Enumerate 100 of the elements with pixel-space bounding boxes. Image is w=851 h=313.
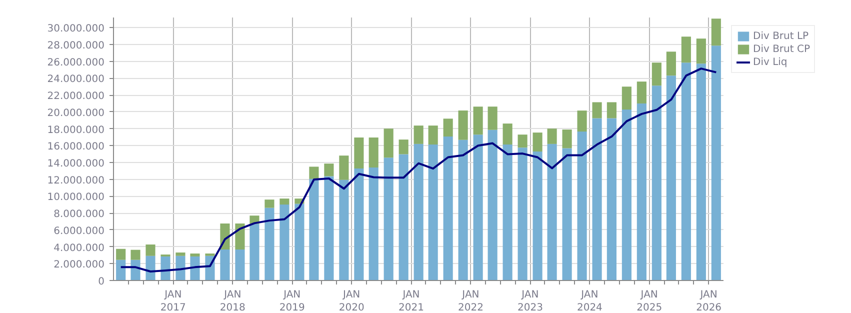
bar	[264, 200, 274, 208]
x-tick-label: JAN 2023	[517, 290, 543, 313]
bar	[622, 86, 632, 110]
bar	[309, 166, 319, 179]
bar	[414, 126, 424, 144]
y-tick-label: 24.000.000	[47, 74, 105, 86]
y-tick-label: 28.000.000	[47, 40, 105, 52]
bar	[160, 256, 170, 280]
bar	[368, 138, 378, 168]
bar	[592, 118, 602, 280]
bar	[606, 118, 616, 280]
y-tick-label: 22.000.000	[47, 91, 105, 102]
legend-label: Div Liq	[753, 56, 788, 68]
bar	[518, 134, 528, 148]
bar	[443, 118, 453, 137]
y-tick-label: 4.000.000	[54, 242, 105, 254]
bar	[711, 46, 721, 280]
x-tick-label: JAN 2020	[338, 290, 364, 313]
bar	[324, 164, 334, 176]
bar	[577, 110, 587, 132]
bar	[518, 148, 528, 280]
y-tick-label: 2.000.000	[54, 260, 105, 271]
bar	[547, 128, 557, 144]
bar	[443, 136, 453, 280]
bar	[235, 224, 245, 250]
bar	[339, 180, 349, 280]
bar	[384, 158, 394, 280]
bar	[636, 103, 646, 280]
bar	[532, 132, 542, 152]
bar	[458, 110, 468, 140]
y-tick-label: 8.000.000	[54, 209, 105, 220]
y-tick-label: 12.000.000	[47, 175, 105, 186]
bar	[280, 204, 290, 280]
bar	[473, 134, 483, 280]
bar	[696, 64, 706, 280]
bar	[176, 252, 186, 256]
x-tick-label: JAN 2024	[576, 290, 602, 313]
y-tick-label: 16.000.000	[47, 142, 105, 153]
bar	[264, 208, 274, 280]
bar	[354, 168, 364, 280]
bar	[652, 86, 662, 280]
y-tick-label: 26.000.000	[47, 57, 105, 68]
bar	[116, 248, 126, 260]
legend-label: Div Brut LP	[753, 30, 809, 42]
bar	[250, 224, 260, 280]
bar	[711, 18, 721, 46]
bar	[488, 106, 498, 130]
bar	[190, 254, 200, 256]
bar	[562, 148, 572, 280]
bar	[652, 62, 662, 86]
bar	[280, 198, 290, 205]
bar	[176, 256, 186, 280]
bar	[458, 140, 468, 280]
bar	[606, 102, 616, 118]
bar	[324, 176, 334, 280]
bar	[636, 82, 646, 104]
x-tick-label: JAN 2017	[160, 290, 186, 313]
x-tick-label: JAN 2019	[279, 290, 305, 313]
bar	[384, 128, 394, 158]
bar	[488, 130, 498, 280]
y-tick-label: 20.000.000	[47, 108, 105, 119]
bar	[354, 138, 364, 169]
bar	[339, 156, 349, 180]
bar	[577, 132, 587, 280]
bar	[294, 204, 304, 280]
bar	[428, 144, 438, 280]
y-tick-label: 18.000.000	[47, 124, 105, 136]
x-tick-label: JAN 2021	[398, 290, 424, 313]
bar	[502, 144, 512, 280]
x-tick-label: JAN 2025	[636, 290, 662, 313]
bar	[116, 260, 126, 280]
bar	[146, 256, 156, 280]
bar	[532, 152, 542, 280]
bar	[666, 76, 676, 280]
bar	[398, 154, 408, 280]
y-tick-label: 14.000.000	[47, 158, 105, 170]
bar	[146, 244, 156, 256]
bar	[473, 106, 483, 135]
bar	[220, 249, 230, 280]
y-tick-label: 0	[98, 276, 105, 288]
bar	[547, 144, 557, 280]
bar	[696, 38, 706, 64]
y-tick-label: 10.000.000	[47, 192, 105, 204]
bar	[309, 178, 319, 280]
bar	[130, 250, 140, 260]
bar	[235, 249, 245, 280]
y-tick-label: 30.000.000	[47, 24, 105, 35]
bar	[414, 144, 424, 280]
bar	[428, 126, 438, 145]
bar	[666, 52, 676, 76]
bar	[592, 102, 602, 118]
legend-label: Div Brut CP	[753, 43, 810, 55]
bar	[368, 168, 378, 280]
bar	[190, 256, 200, 280]
bar	[562, 130, 572, 148]
x-tick-label: JAN 2022	[458, 290, 484, 313]
bar	[502, 124, 512, 145]
bar	[622, 110, 632, 280]
x-tick-label: JAN 2026	[696, 290, 722, 313]
bar	[681, 62, 691, 280]
